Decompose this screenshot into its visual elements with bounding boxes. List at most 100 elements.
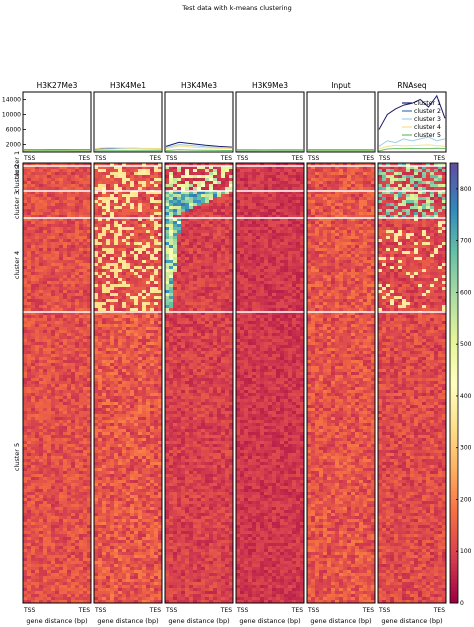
heatmap-cell [102,203,106,206]
heatmap-cell [98,290,102,293]
heatmap-cell [122,172,126,175]
heatmap-cell [35,336,39,339]
heatmap-cell [154,333,158,336]
heatmap-cell [51,405,55,408]
heatmap-cell [94,420,98,423]
heatmap-cell [55,522,59,525]
heatmap-cell [154,287,158,290]
heatmap-cell [59,363,63,366]
heatmap-cell [110,308,114,311]
heatmap-cell [83,561,87,564]
heatmap-cell [71,393,75,396]
heatmap-cell [43,591,47,594]
heatmap-cell [39,290,43,293]
heatmap-cell [63,513,67,516]
heatmap-cell [55,396,59,399]
heatmap-cell [158,308,162,311]
heatmap-cell [150,209,154,212]
heatmap-cell [134,184,138,187]
heatmap-cell [94,275,98,278]
heatmap-cell [63,399,67,402]
heatmap-cell [59,438,63,441]
heatmap-cell [27,492,31,495]
heatmap-cell [31,278,35,281]
heatmap-cell [23,519,27,522]
heatmap-cell [106,281,110,284]
heatmap-cell [114,477,118,480]
heatmap-cell [31,184,35,187]
heatmap-cell [75,504,79,507]
heatmap-cell [75,224,79,227]
heatmap-cell [43,227,47,230]
heatmap-cell [98,456,102,459]
heatmap-cell [83,163,87,166]
heatmap-cell [146,184,150,187]
heatmap-cell [35,399,39,402]
heatmap-cell [114,531,118,534]
heatmap-cell [110,408,114,411]
heatmap-cell [158,393,162,396]
heatmap-cell [31,369,35,372]
heatmap-cell [118,468,122,471]
heatmap-cell [142,507,146,510]
heatmap-cell [126,477,130,480]
heatmap-cell [106,405,110,408]
heatmap-cell [35,194,39,197]
heatmap-cell [55,324,59,327]
heatmap-cell [67,447,71,450]
heatmap-cell [130,224,134,227]
heatmap-cell [134,342,138,345]
heatmap-cell [31,531,35,534]
heatmap-cell [134,549,138,552]
heatmap-cell [59,444,63,447]
heatmap-cell [118,251,122,254]
heatmap-cell [114,184,118,187]
heatmap-cell [118,308,122,311]
heatmap-cell [75,260,79,263]
chart-title: Test data with k-means clustering [181,4,292,12]
heatmap-cell [79,230,83,233]
heatmap-cell [106,516,110,519]
heatmap-cell [39,507,43,510]
heatmap-cell [114,248,118,251]
heatmap-cell [79,588,83,591]
heatmap-cell [102,305,106,308]
heatmap-cell [94,564,98,567]
heatmap-cell [158,501,162,504]
heatmap-cell [71,492,75,495]
heatmap-cell [83,321,87,324]
heatmap-cell [59,218,63,221]
heatmap-cell [23,287,27,290]
heatmap-cell [106,570,110,573]
heatmap-cell [59,435,63,438]
heatmap-cell [55,543,59,546]
heatmap-cell [126,254,130,257]
heatmap-cell [27,378,31,381]
heatmap-cell [126,567,130,570]
heatmap-cell [31,318,35,321]
heatmap-cell [59,507,63,510]
heatmap-cell [47,324,51,327]
heatmap-cell [98,287,102,290]
heatmap-cell [158,191,162,194]
heatmap-cell [59,480,63,483]
heatmap-cell [31,576,35,579]
heatmap-cell [59,254,63,257]
heatmap-cell [110,576,114,579]
heatmap-cell [47,266,51,269]
heatmap-cell [110,462,114,465]
heatmap-cell [130,537,134,540]
heatmap-cell [43,597,47,600]
heatmap-cell [114,172,118,175]
heatmap-cell [43,426,47,429]
heatmap-cell [138,567,142,570]
heatmap-cell [158,549,162,552]
heatmap-cell [27,287,31,290]
heatmap-cell [138,245,142,248]
heatmap-cell [79,187,83,190]
heatmap-cell [102,184,106,187]
heatmap-cell [43,444,47,447]
heatmap-cell [98,402,102,405]
heatmap-cell [63,333,67,336]
heatmap-cell [154,308,158,311]
